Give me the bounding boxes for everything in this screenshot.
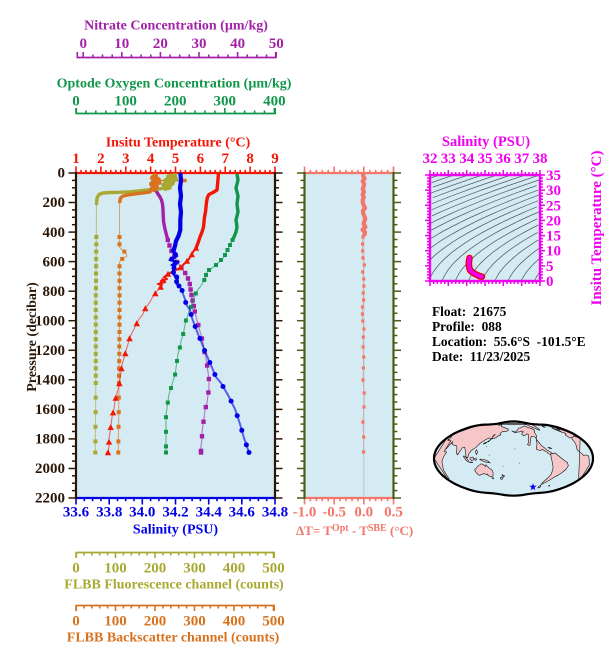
svg-text:Salinity (PSU): Salinity (PSU) [133, 523, 219, 538]
svg-text:ΔT= TOpt - TSBE (°C): ΔT= TOpt - TSBE (°C) [296, 523, 413, 538]
svg-text:0: 0 [72, 561, 80, 577]
svg-text:Optode Oxygen Concentration (µ: Optode Oxygen Concentration (µm/kg) [57, 77, 292, 92]
svg-text:4: 4 [147, 151, 155, 167]
svg-text:38: 38 [533, 151, 548, 167]
svg-text:1200: 1200 [35, 343, 65, 359]
svg-text:9: 9 [271, 151, 279, 167]
svg-text:400: 400 [263, 94, 286, 110]
svg-text:Nitrate Concentration (µm/kg): Nitrate Concentration (µm/kg) [84, 19, 268, 34]
svg-text:400: 400 [223, 614, 246, 630]
svg-text:100: 100 [104, 561, 127, 577]
svg-text:100: 100 [114, 94, 137, 110]
svg-text:33: 33 [441, 151, 456, 167]
svg-text:1: 1 [72, 151, 80, 167]
svg-text:Pressure (decibar): Pressure (decibar) [25, 282, 40, 392]
svg-text:1400: 1400 [35, 373, 65, 389]
svg-text:10: 10 [546, 244, 561, 260]
svg-text:37: 37 [514, 151, 530, 167]
svg-text:34.6: 34.6 [229, 505, 256, 521]
svg-text:0: 0 [79, 36, 87, 52]
svg-text:35: 35 [546, 168, 561, 184]
svg-text:1000: 1000 [35, 313, 65, 329]
svg-text:-1.0: -1.0 [293, 505, 317, 521]
svg-text:34.8: 34.8 [262, 505, 288, 521]
svg-text:FLBB Fluorescence channel (cou: FLBB Fluorescence channel (counts) [64, 578, 284, 593]
svg-text:50: 50 [269, 36, 284, 52]
svg-text:FLBB Backscatter channel (coun: FLBB Backscatter channel (counts) [67, 631, 280, 646]
svg-text:400: 400 [223, 561, 246, 577]
svg-text:300: 300 [183, 561, 206, 577]
svg-text:500: 500 [262, 561, 285, 577]
svg-text:30: 30 [546, 183, 561, 199]
svg-text:200: 200 [144, 561, 167, 577]
svg-text:8: 8 [246, 151, 254, 167]
svg-text:400: 400 [43, 225, 66, 241]
svg-text:0: 0 [72, 614, 80, 630]
svg-text:Date: 11/23/2025: Date: 11/23/2025 [432, 349, 530, 364]
svg-text:0: 0 [58, 166, 66, 182]
svg-text:Insitu Temperature (°C): Insitu Temperature (°C) [106, 136, 251, 151]
svg-text:33.8: 33.8 [96, 505, 122, 521]
svg-text:2: 2 [97, 151, 105, 167]
svg-text:20: 20 [546, 213, 561, 229]
svg-text:100: 100 [104, 614, 127, 630]
svg-text:10: 10 [114, 36, 129, 52]
svg-text:Insitu Temperature (°C): Insitu Temperature (°C) [589, 151, 605, 306]
svg-text:2200: 2200 [35, 491, 65, 507]
svg-text:2000: 2000 [35, 461, 65, 477]
svg-text:33.6: 33.6 [63, 505, 90, 521]
svg-text:-0.5: -0.5 [322, 505, 346, 521]
svg-text:1600: 1600 [35, 402, 65, 418]
svg-text:34.2: 34.2 [162, 505, 188, 521]
svg-text:200: 200 [164, 94, 187, 110]
svg-text:36: 36 [496, 151, 512, 167]
svg-text:30: 30 [192, 36, 207, 52]
svg-text:500: 500 [262, 614, 285, 630]
svg-text:0.5: 0.5 [384, 505, 403, 521]
svg-text:Salinity (PSU): Salinity (PSU) [442, 134, 530, 150]
svg-text:6: 6 [197, 151, 205, 167]
svg-text:200: 200 [144, 614, 167, 630]
svg-text:300: 300 [183, 614, 206, 630]
svg-text:34: 34 [459, 151, 475, 167]
svg-text:34.0: 34.0 [129, 505, 155, 521]
svg-text:34.4: 34.4 [196, 505, 223, 521]
svg-text:0: 0 [546, 274, 554, 290]
svg-text:Profile: 088: Profile: 088 [432, 319, 502, 334]
svg-text:35: 35 [478, 151, 493, 167]
svg-text:32: 32 [423, 151, 438, 167]
svg-text:600: 600 [43, 254, 66, 270]
svg-text:800: 800 [43, 284, 66, 300]
svg-text:7: 7 [221, 151, 229, 167]
svg-text:40: 40 [230, 36, 245, 52]
svg-text:Location: 55.6°S -101.5°E: Location: 55.6°S -101.5°E [432, 334, 586, 349]
svg-text:Float: 21675: Float: 21675 [432, 304, 507, 319]
svg-text:0.0: 0.0 [354, 505, 373, 521]
svg-text:1800: 1800 [35, 432, 65, 448]
svg-text:15: 15 [546, 229, 561, 245]
svg-text:3: 3 [122, 151, 130, 167]
svg-text:5: 5 [172, 151, 180, 167]
svg-text:300: 300 [214, 94, 237, 110]
svg-text:200: 200 [43, 195, 66, 211]
svg-text:20: 20 [153, 36, 168, 52]
svg-text:0: 0 [72, 94, 80, 110]
svg-text:25: 25 [546, 198, 561, 214]
svg-text:5: 5 [546, 259, 554, 275]
